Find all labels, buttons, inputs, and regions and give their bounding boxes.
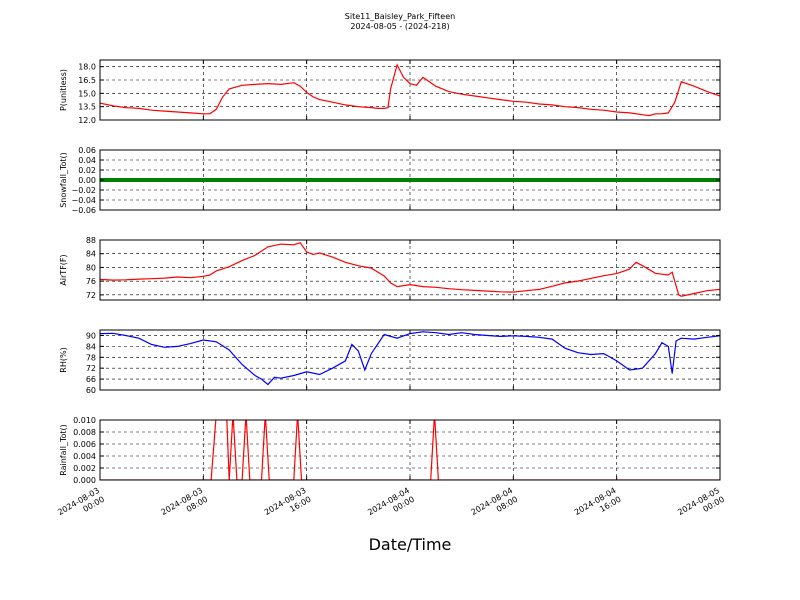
panel-2: 72 76 80 84 88 AirTF(F): [59, 236, 721, 301]
ytick-label-4-5: 0.010: [73, 416, 96, 425]
ytick-label-2-4: 88: [86, 236, 96, 245]
chart-subtitle: 2024-08-05 - (2024-218): [350, 22, 449, 31]
series-line-4: [100, 420, 720, 480]
panels: 12.013.515.016.518.0P(unitless)−0.06−0.0…: [59, 59, 721, 485]
ytick-label-3-3: 78: [86, 353, 96, 362]
y-axis-label-4: Rainfall_Tot(): [59, 424, 68, 476]
ytick-label-4-2: 0.004: [73, 452, 96, 461]
panel-3: 60 66 72 78 84 90 RH(%): [59, 329, 721, 395]
x-axis-label: Date/Time: [369, 535, 452, 554]
ytick-label-4-4: 0.008: [73, 428, 96, 437]
series-line-0: [100, 63, 720, 117]
ytick-label-4-1: 0.002: [73, 464, 96, 473]
ytick-label-4-3: 0.006: [73, 440, 96, 449]
ytick-label-4-0: 0.000: [73, 476, 96, 485]
ytick-label-0-4: 18.0: [78, 63, 96, 72]
ytick-label-2-0: 72: [86, 291, 96, 300]
ytick-label-0-1: 13.5: [78, 103, 96, 112]
ytick-label-0-2: 15.0: [78, 89, 96, 98]
ytick-label-1-0: −0.06: [71, 206, 96, 215]
series-line-3: [100, 331, 720, 386]
ytick-label-1-6: 0.06: [78, 146, 96, 155]
y-axis-label-2: AirTF(F): [59, 254, 68, 285]
ytick-label-1-3: 0.00: [78, 176, 96, 185]
y-axis-label-1: Snowfall_Tot(): [59, 152, 68, 208]
ytick-label-0-3: 16.5: [78, 76, 96, 85]
y-axis-label-0: P(unitless): [59, 69, 68, 111]
ytick-label-2-1: 76: [86, 277, 96, 286]
ytick-label-0-0: 12.0: [78, 116, 96, 125]
chart-title: Site11_Baisley_Park_Fifteen: [345, 12, 455, 21]
ytick-label-1-1: −0.04: [71, 196, 96, 205]
ytick-label-3-5: 90: [86, 331, 96, 340]
ytick-label-2-3: 84: [86, 250, 96, 259]
ytick-label-3-2: 72: [86, 364, 96, 373]
ytick-label-1-5: 0.04: [78, 156, 96, 165]
ytick-label-3-0: 60: [86, 386, 96, 395]
ytick-label-3-4: 84: [86, 342, 96, 351]
panel-4: 0.000 0.002 0.004 0.006 0.008 0.010 Rainfall_T…: [59, 416, 721, 485]
panel-0: 12.0 13.5 15.0 16.5 18.0 P(unitless): [59, 59, 721, 125]
ytick-label-3-1: 66: [86, 375, 96, 384]
ytick-label-1-2: −0.02: [71, 186, 96, 195]
series-line-2: [100, 241, 720, 297]
panel-1: −0.06−0.04−0.020.000.020.040.06 Snowfall_…: [59, 146, 721, 215]
ytick-label-1-4: 0.02: [78, 166, 96, 175]
y-axis-label-3: RH(%): [59, 347, 68, 372]
ytick-label-2-2: 80: [86, 263, 96, 272]
